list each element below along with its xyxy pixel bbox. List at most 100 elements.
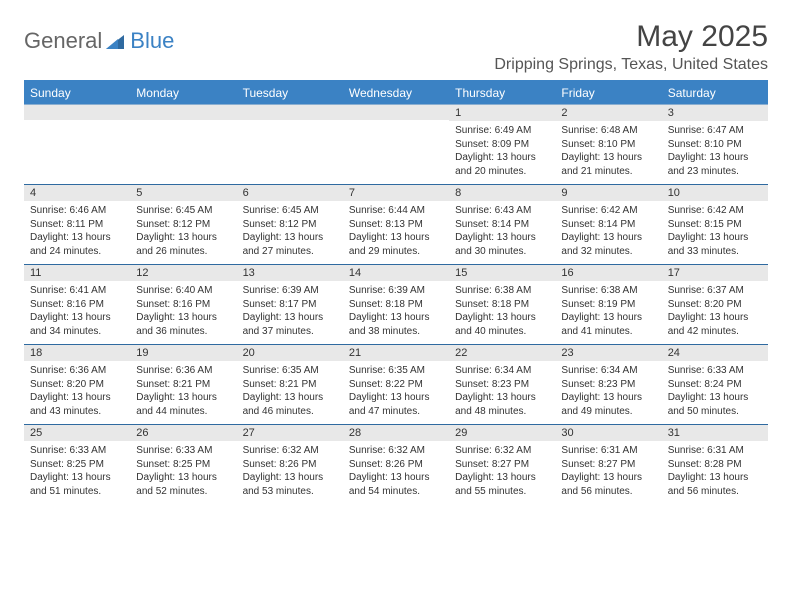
calendar-cell: 30Sunrise: 6:31 AMSunset: 8:27 PMDayligh…: [555, 425, 661, 505]
day-number: 9: [555, 185, 661, 201]
daylight-text: Daylight: 13 hours and 44 minutes.: [136, 391, 230, 418]
sunset-text: Sunset: 8:20 PM: [30, 378, 124, 392]
day-number: [343, 105, 449, 120]
sunrise-text: Sunrise: 6:42 AM: [561, 204, 655, 218]
title-block: May 2025 Dripping Springs, Texas, United…: [494, 20, 768, 74]
day-number: [237, 105, 343, 120]
month-title: May 2025: [494, 20, 768, 54]
sunset-text: Sunset: 8:25 PM: [136, 458, 230, 472]
sunrise-text: Sunrise: 6:44 AM: [349, 204, 443, 218]
calendar-cell: 24Sunrise: 6:33 AMSunset: 8:24 PMDayligh…: [662, 345, 768, 425]
calendar-cell: [237, 105, 343, 185]
calendar-cell: 13Sunrise: 6:39 AMSunset: 8:17 PMDayligh…: [237, 265, 343, 345]
sunrise-text: Sunrise: 6:36 AM: [136, 364, 230, 378]
daylight-text: Daylight: 13 hours and 56 minutes.: [561, 471, 655, 498]
day-number: [130, 105, 236, 120]
day-body: Sunrise: 6:34 AMSunset: 8:23 PMDaylight:…: [555, 361, 661, 424]
sunrise-text: Sunrise: 6:42 AM: [668, 204, 762, 218]
day-body: Sunrise: 6:32 AMSunset: 8:26 PMDaylight:…: [343, 441, 449, 504]
sunset-text: Sunset: 8:12 PM: [136, 218, 230, 232]
day-body: Sunrise: 6:33 AMSunset: 8:24 PMDaylight:…: [662, 361, 768, 424]
day-body: Sunrise: 6:45 AMSunset: 8:12 PMDaylight:…: [237, 201, 343, 264]
calendar-cell: 12Sunrise: 6:40 AMSunset: 8:16 PMDayligh…: [130, 265, 236, 345]
calendar-cell: [24, 105, 130, 185]
logo: General Blue: [24, 20, 174, 54]
weekday-header: Sunday: [24, 82, 130, 105]
weekday-header: Wednesday: [343, 82, 449, 105]
sunrise-text: Sunrise: 6:32 AM: [349, 444, 443, 458]
day-number: 14: [343, 265, 449, 281]
day-body: Sunrise: 6:31 AMSunset: 8:28 PMDaylight:…: [662, 441, 768, 504]
day-body: Sunrise: 6:32 AMSunset: 8:26 PMDaylight:…: [237, 441, 343, 504]
sunrise-text: Sunrise: 6:32 AM: [243, 444, 337, 458]
day-body: [343, 120, 449, 178]
sunrise-text: Sunrise: 6:40 AM: [136, 284, 230, 298]
weekday-header-row: Sunday Monday Tuesday Wednesday Thursday…: [24, 82, 768, 105]
day-number: 11: [24, 265, 130, 281]
calendar-body: 1Sunrise: 6:49 AMSunset: 8:09 PMDaylight…: [24, 105, 768, 505]
sunset-text: Sunset: 8:10 PM: [668, 138, 762, 152]
sunset-text: Sunset: 8:20 PM: [668, 298, 762, 312]
sunset-text: Sunset: 8:14 PM: [561, 218, 655, 232]
calendar-cell: 22Sunrise: 6:34 AMSunset: 8:23 PMDayligh…: [449, 345, 555, 425]
sunrise-text: Sunrise: 6:43 AM: [455, 204, 549, 218]
sunrise-text: Sunrise: 6:39 AM: [349, 284, 443, 298]
day-body: Sunrise: 6:49 AMSunset: 8:09 PMDaylight:…: [449, 121, 555, 184]
sunrise-text: Sunrise: 6:33 AM: [30, 444, 124, 458]
daylight-text: Daylight: 13 hours and 26 minutes.: [136, 231, 230, 258]
calendar-cell: 29Sunrise: 6:32 AMSunset: 8:27 PMDayligh…: [449, 425, 555, 505]
sunrise-text: Sunrise: 6:45 AM: [136, 204, 230, 218]
calendar-cell: 23Sunrise: 6:34 AMSunset: 8:23 PMDayligh…: [555, 345, 661, 425]
day-body: Sunrise: 6:44 AMSunset: 8:13 PMDaylight:…: [343, 201, 449, 264]
logo-text-general: General: [24, 28, 102, 54]
daylight-text: Daylight: 13 hours and 40 minutes.: [455, 311, 549, 338]
day-number: 18: [24, 345, 130, 361]
daylight-text: Daylight: 13 hours and 48 minutes.: [455, 391, 549, 418]
sunrise-text: Sunrise: 6:38 AM: [455, 284, 549, 298]
calendar-cell: 11Sunrise: 6:41 AMSunset: 8:16 PMDayligh…: [24, 265, 130, 345]
day-number: 21: [343, 345, 449, 361]
day-body: Sunrise: 6:39 AMSunset: 8:18 PMDaylight:…: [343, 281, 449, 344]
daylight-text: Daylight: 13 hours and 51 minutes.: [30, 471, 124, 498]
sunrise-text: Sunrise: 6:33 AM: [668, 364, 762, 378]
daylight-text: Daylight: 13 hours and 42 minutes.: [668, 311, 762, 338]
sunset-text: Sunset: 8:10 PM: [561, 138, 655, 152]
sunset-text: Sunset: 8:16 PM: [136, 298, 230, 312]
sunset-text: Sunset: 8:17 PM: [243, 298, 337, 312]
day-body: Sunrise: 6:33 AMSunset: 8:25 PMDaylight:…: [130, 441, 236, 504]
sunrise-text: Sunrise: 6:31 AM: [561, 444, 655, 458]
logo-text-blue: Blue: [130, 28, 174, 54]
calendar-cell: [343, 105, 449, 185]
sunset-text: Sunset: 8:21 PM: [136, 378, 230, 392]
calendar-table: Sunday Monday Tuesday Wednesday Thursday…: [24, 82, 768, 504]
day-number: [24, 105, 130, 120]
day-body: Sunrise: 6:45 AMSunset: 8:12 PMDaylight:…: [130, 201, 236, 264]
day-body: Sunrise: 6:31 AMSunset: 8:27 PMDaylight:…: [555, 441, 661, 504]
calendar-row: 4Sunrise: 6:46 AMSunset: 8:11 PMDaylight…: [24, 185, 768, 265]
day-body: Sunrise: 6:38 AMSunset: 8:18 PMDaylight:…: [449, 281, 555, 344]
sunrise-text: Sunrise: 6:31 AM: [668, 444, 762, 458]
day-number: 5: [130, 185, 236, 201]
day-body: Sunrise: 6:35 AMSunset: 8:21 PMDaylight:…: [237, 361, 343, 424]
day-number: 16: [555, 265, 661, 281]
day-body: Sunrise: 6:42 AMSunset: 8:15 PMDaylight:…: [662, 201, 768, 264]
sunrise-text: Sunrise: 6:37 AM: [668, 284, 762, 298]
daylight-text: Daylight: 13 hours and 20 minutes.: [455, 151, 549, 178]
day-body: Sunrise: 6:36 AMSunset: 8:20 PMDaylight:…: [24, 361, 130, 424]
day-number: 6: [237, 185, 343, 201]
daylight-text: Daylight: 13 hours and 27 minutes.: [243, 231, 337, 258]
day-body: Sunrise: 6:37 AMSunset: 8:20 PMDaylight:…: [662, 281, 768, 344]
calendar-cell: 6Sunrise: 6:45 AMSunset: 8:12 PMDaylight…: [237, 185, 343, 265]
calendar-cell: 26Sunrise: 6:33 AMSunset: 8:25 PMDayligh…: [130, 425, 236, 505]
day-body: Sunrise: 6:35 AMSunset: 8:22 PMDaylight:…: [343, 361, 449, 424]
sunset-text: Sunset: 8:26 PM: [349, 458, 443, 472]
sunrise-text: Sunrise: 6:47 AM: [668, 124, 762, 138]
day-body: Sunrise: 6:39 AMSunset: 8:17 PMDaylight:…: [237, 281, 343, 344]
sunset-text: Sunset: 8:16 PM: [30, 298, 124, 312]
sunset-text: Sunset: 8:23 PM: [455, 378, 549, 392]
day-body: Sunrise: 6:33 AMSunset: 8:25 PMDaylight:…: [24, 441, 130, 504]
sunset-text: Sunset: 8:14 PM: [455, 218, 549, 232]
day-body: Sunrise: 6:36 AMSunset: 8:21 PMDaylight:…: [130, 361, 236, 424]
daylight-text: Daylight: 13 hours and 52 minutes.: [136, 471, 230, 498]
calendar-cell: 4Sunrise: 6:46 AMSunset: 8:11 PMDaylight…: [24, 185, 130, 265]
